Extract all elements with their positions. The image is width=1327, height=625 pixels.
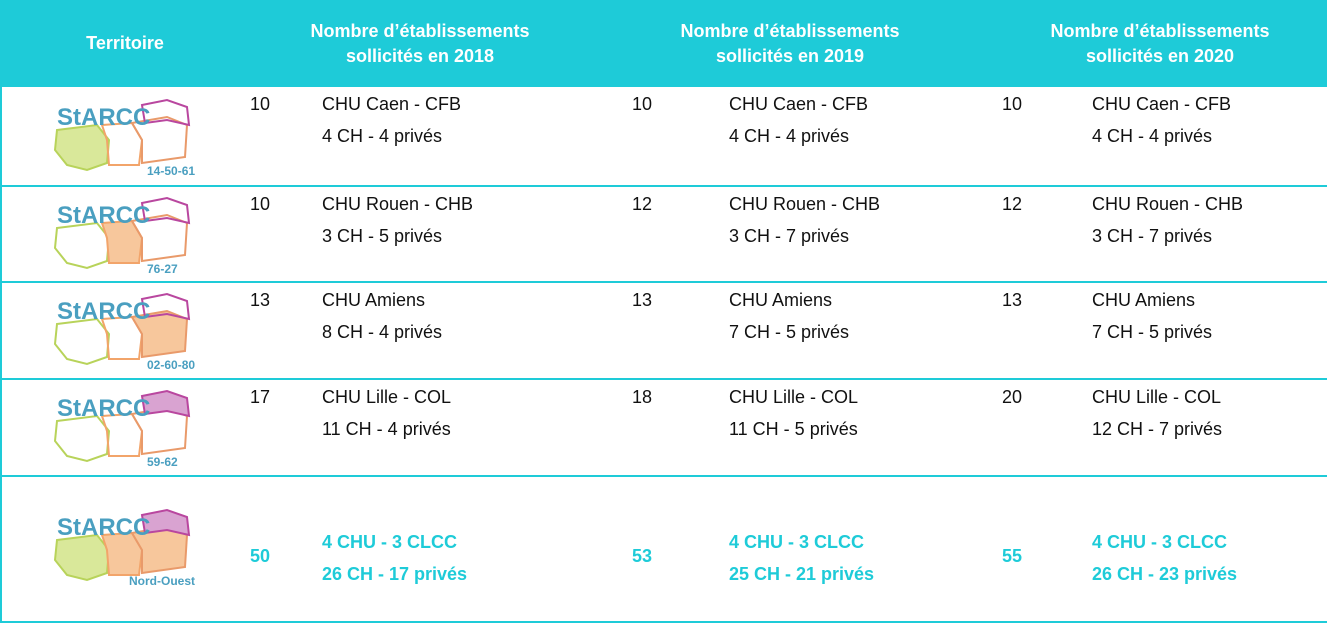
- logo-code: 14-50-61: [147, 164, 195, 178]
- count: 10: [632, 94, 653, 114]
- logo-text: StARCC: [57, 202, 150, 229]
- column-header: Nombre d’établissements sollicités en 20…: [1050, 20, 1270, 66]
- map-region: [130, 213, 189, 262]
- map-region: [140, 98, 191, 126]
- logo-text: StARCC: [57, 298, 150, 325]
- line2: 3 CH - 7 privés: [729, 226, 850, 246]
- map-region: [130, 115, 189, 164]
- map-region: [140, 508, 191, 537]
- logo: StARCC 76-27: [53, 196, 191, 276]
- line1: CHU Rouen - CHB: [1092, 194, 1244, 214]
- map-region: [130, 309, 189, 359]
- line1: CHU Rouen - CHB: [729, 194, 881, 214]
- line2: 26 CH - 17 privés: [322, 564, 468, 584]
- table-row: StARCC 02-60-80 13 CHU Amiens 8 CH - 4 privé…: [0, 283, 1327, 380]
- count: 12: [632, 194, 653, 214]
- count: 10: [250, 194, 271, 214]
- line2: 11 CH - 4 privés: [322, 419, 451, 439]
- logo: StARCC 14-50-61: [53, 98, 195, 178]
- count: 55: [1002, 546, 1023, 566]
- header-row: Territoire Nombre d’établissements sollic…: [0, 0, 1327, 87]
- count: 10: [250, 94, 271, 114]
- line1: CHU Rouen - CHB: [322, 194, 474, 214]
- map-region: [140, 389, 191, 418]
- column-header: Territoire: [86, 33, 164, 53]
- count: 53: [632, 546, 653, 566]
- count: 13: [250, 290, 271, 310]
- line1: CHU Amiens: [322, 290, 426, 310]
- table-row: StARCC 14-50-61 10 CHU Caen - CFB 4 CH - 4 p…: [0, 87, 1327, 187]
- count: 13: [632, 290, 653, 310]
- map-region: [140, 292, 191, 321]
- line2: 4 CH - 4 privés: [322, 126, 443, 146]
- line2: 4 CH - 4 privés: [1092, 126, 1213, 146]
- line1: CHU Caen - CFB: [1092, 94, 1232, 114]
- count: 18: [632, 387, 653, 407]
- logo-text: StARCC: [57, 104, 150, 131]
- line2: 25 CH - 21 privés: [729, 564, 875, 584]
- line1: CHU Caen - CFB: [322, 94, 462, 114]
- line2: 7 CH - 5 privés: [1092, 322, 1213, 342]
- count: 12: [1002, 194, 1023, 214]
- logo: StARCC 02-60-80: [53, 292, 195, 372]
- table-row: StARCC 59-62 17 CHU Lille - COL 11 CH - 4 pr…: [0, 380, 1327, 477]
- logo: StARCC Nord-Ouest: [53, 508, 195, 588]
- map-region: [53, 221, 111, 269]
- line2: 26 CH - 23 privés: [1092, 564, 1238, 584]
- line1: CHU Caen - CFB: [729, 94, 869, 114]
- line1: 4 CHU - 3 CLCC: [322, 532, 458, 552]
- line1: CHU Amiens: [729, 290, 833, 310]
- logo-text: StARCC: [57, 514, 150, 541]
- logo-code: 59-62: [147, 455, 178, 469]
- map-region: [53, 123, 111, 171]
- map-region: [140, 196, 191, 224]
- line1: CHU Lille - COL: [1092, 387, 1222, 407]
- map-region: [53, 317, 111, 366]
- line1: CHU Lille - COL: [729, 387, 859, 407]
- count: 13: [1002, 290, 1023, 310]
- logo: StARCC 59-62: [53, 389, 191, 469]
- logo-code: 02-60-80: [147, 358, 195, 372]
- logo-text: StARCC: [57, 395, 150, 422]
- line2: 3 CH - 5 privés: [322, 226, 443, 246]
- count: 50: [250, 546, 271, 566]
- column-header: Nombre d’établissements sollicités en 20…: [680, 20, 900, 66]
- table-row: StARCC 76-27 10 CHU Rouen - CHB 3 CH - 5 pri…: [0, 187, 1327, 283]
- line2: 12 CH - 7 privés: [1092, 419, 1223, 439]
- line2: 3 CH - 7 privés: [1092, 226, 1213, 246]
- column-header: Nombre d’établissements sollicités en 20…: [310, 20, 530, 66]
- line1: 4 CHU - 3 CLCC: [1092, 532, 1228, 552]
- line2: 8 CH - 4 privés: [322, 322, 443, 342]
- line2: 4 CH - 4 privés: [729, 126, 850, 146]
- table-row: StARCC Nord-Ouest 50 4 CHU - 3 CLCC 26 CH - …: [0, 477, 1327, 623]
- count: 20: [1002, 387, 1023, 407]
- count: 10: [1002, 94, 1023, 114]
- line1: 4 CHU - 3 CLCC: [729, 532, 865, 552]
- logo-code: Nord-Ouest: [129, 574, 195, 588]
- line1: CHU Lille - COL: [322, 387, 452, 407]
- line2: 7 CH - 5 privés: [729, 322, 850, 342]
- logo-code: 76-27: [147, 262, 178, 276]
- count: 17: [250, 387, 271, 407]
- line1: CHU Amiens: [1092, 290, 1196, 310]
- map-region: [53, 533, 111, 582]
- line2: 11 CH - 5 privés: [729, 419, 858, 439]
- map-region: [53, 414, 111, 463]
